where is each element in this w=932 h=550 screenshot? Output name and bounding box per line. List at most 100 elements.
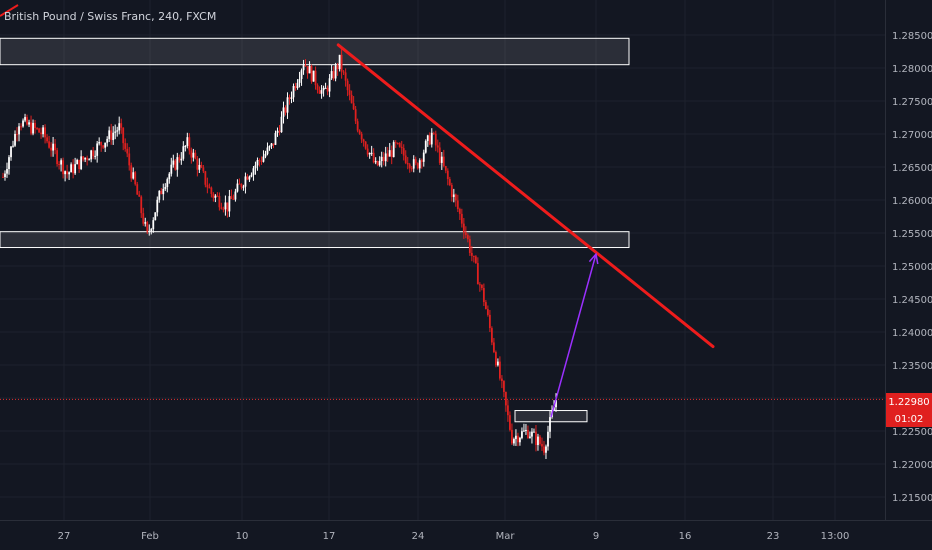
candle-body: [362, 139, 365, 142]
candle-body: [220, 207, 223, 209]
price-tick-label: 1.25500: [892, 229, 932, 240]
time-axis[interactable]: 27 Feb 10 17 24 Mar 9 16 23 13:00: [58, 531, 850, 542]
candle-body: [184, 145, 187, 147]
candle-body: [142, 213, 145, 224]
candle-body: [162, 188, 165, 195]
candle-body: [66, 171, 69, 175]
support-resistance-zones[interactable]: [0, 37, 630, 423]
candle-body: [232, 198, 235, 200]
candle-body: [22, 120, 24, 127]
candle-body: [164, 187, 167, 189]
candle-body: [547, 431, 549, 447]
candle-body: [368, 152, 371, 155]
candle-body: [539, 436, 541, 444]
candle-body: [402, 148, 405, 156]
candle-body: [438, 147, 441, 163]
candle-body: [274, 132, 277, 145]
candle-body: [42, 127, 44, 135]
price-tick-label: 1.26000: [892, 196, 932, 207]
candle-body: [314, 70, 317, 86]
candle-body: [140, 196, 143, 214]
candle-body: [174, 160, 177, 170]
candle-body: [342, 71, 345, 73]
trendline[interactable]: [336, 43, 715, 349]
candle-body: [168, 173, 171, 180]
candle-body: [320, 90, 323, 94]
candle-body: [468, 239, 471, 253]
candle-body: [238, 183, 241, 185]
candle-body: [527, 429, 529, 438]
projection-arrow[interactable]: [550, 253, 597, 418]
candlestick-series: [2, 48, 557, 460]
candle-body: [68, 172, 71, 175]
candle-body: [224, 202, 227, 210]
candle-body: [106, 138, 109, 143]
candle-body: [170, 164, 173, 174]
candle-body: [48, 141, 50, 148]
candle-body: [102, 145, 105, 148]
candle-body: [501, 378, 503, 382]
time-tick-label: 27: [58, 531, 71, 542]
candle-body: [76, 159, 79, 165]
candle-body: [152, 220, 155, 230]
candle-body: [462, 223, 465, 233]
candle-body: [418, 160, 421, 169]
candle-body: [376, 161, 379, 166]
candle-body: [346, 80, 349, 91]
candle-body: [40, 132, 42, 135]
candle-body: [408, 164, 411, 169]
candle-body: [460, 213, 463, 224]
candle-body: [298, 78, 301, 83]
price-tick-label: 1.27000: [892, 130, 932, 141]
candle-body: [288, 97, 291, 99]
candle-body: [4, 173, 6, 178]
price-tick-label: 1.22500: [892, 427, 932, 438]
price-axis[interactable]: 1.28500 1.28000 1.27500 1.27000 1.26500 1.260…: [892, 31, 932, 504]
trendline-fragment[interactable]: [0, 4, 19, 17]
candle-body: [208, 187, 211, 189]
candle-body: [511, 429, 513, 444]
candle-body: [8, 157, 10, 169]
candle-body: [308, 65, 311, 74]
price-zone[interactable]: [0, 231, 630, 249]
price-tick-label: 1.24500: [892, 295, 932, 306]
candle-body: [482, 288, 485, 303]
candle-body: [94, 155, 97, 157]
candle-body: [374, 161, 377, 163]
price-tick-label: 1.28000: [892, 64, 932, 75]
price-zone[interactable]: [0, 37, 630, 66]
candle-body: [392, 142, 395, 158]
candle-body: [537, 436, 539, 446]
candle-body: [432, 132, 435, 134]
candle-body: [372, 152, 375, 163]
candle-body: [134, 172, 137, 185]
candle-body: [440, 156, 443, 163]
candle-body: [116, 130, 119, 132]
candle-body: [296, 82, 299, 89]
candle-body: [384, 153, 387, 162]
candle-body: [366, 148, 369, 155]
candle-body: [228, 196, 231, 212]
chart-grid: [0, 0, 885, 520]
candle-body: [230, 196, 233, 199]
candle-body: [216, 195, 219, 197]
candle-body: [338, 54, 341, 70]
candle-body: [240, 184, 243, 188]
candle-body: [254, 165, 257, 169]
projection-arrow-head: [588, 252, 599, 265]
candle-body: [186, 137, 189, 146]
candle-body: [458, 209, 461, 214]
candle-body: [358, 130, 361, 134]
candle-body: [46, 137, 48, 142]
candle-body: [138, 194, 141, 197]
candle-body: [30, 122, 32, 134]
drawing-overlay[interactable]: [0, 4, 885, 418]
candle-body: [476, 263, 479, 285]
candle-body: [286, 97, 289, 113]
candle-body: [398, 143, 401, 147]
candle-body: [446, 170, 449, 180]
time-tick-label: 23: [767, 531, 780, 542]
candle-body: [448, 179, 451, 185]
candle-body: [246, 176, 249, 180]
